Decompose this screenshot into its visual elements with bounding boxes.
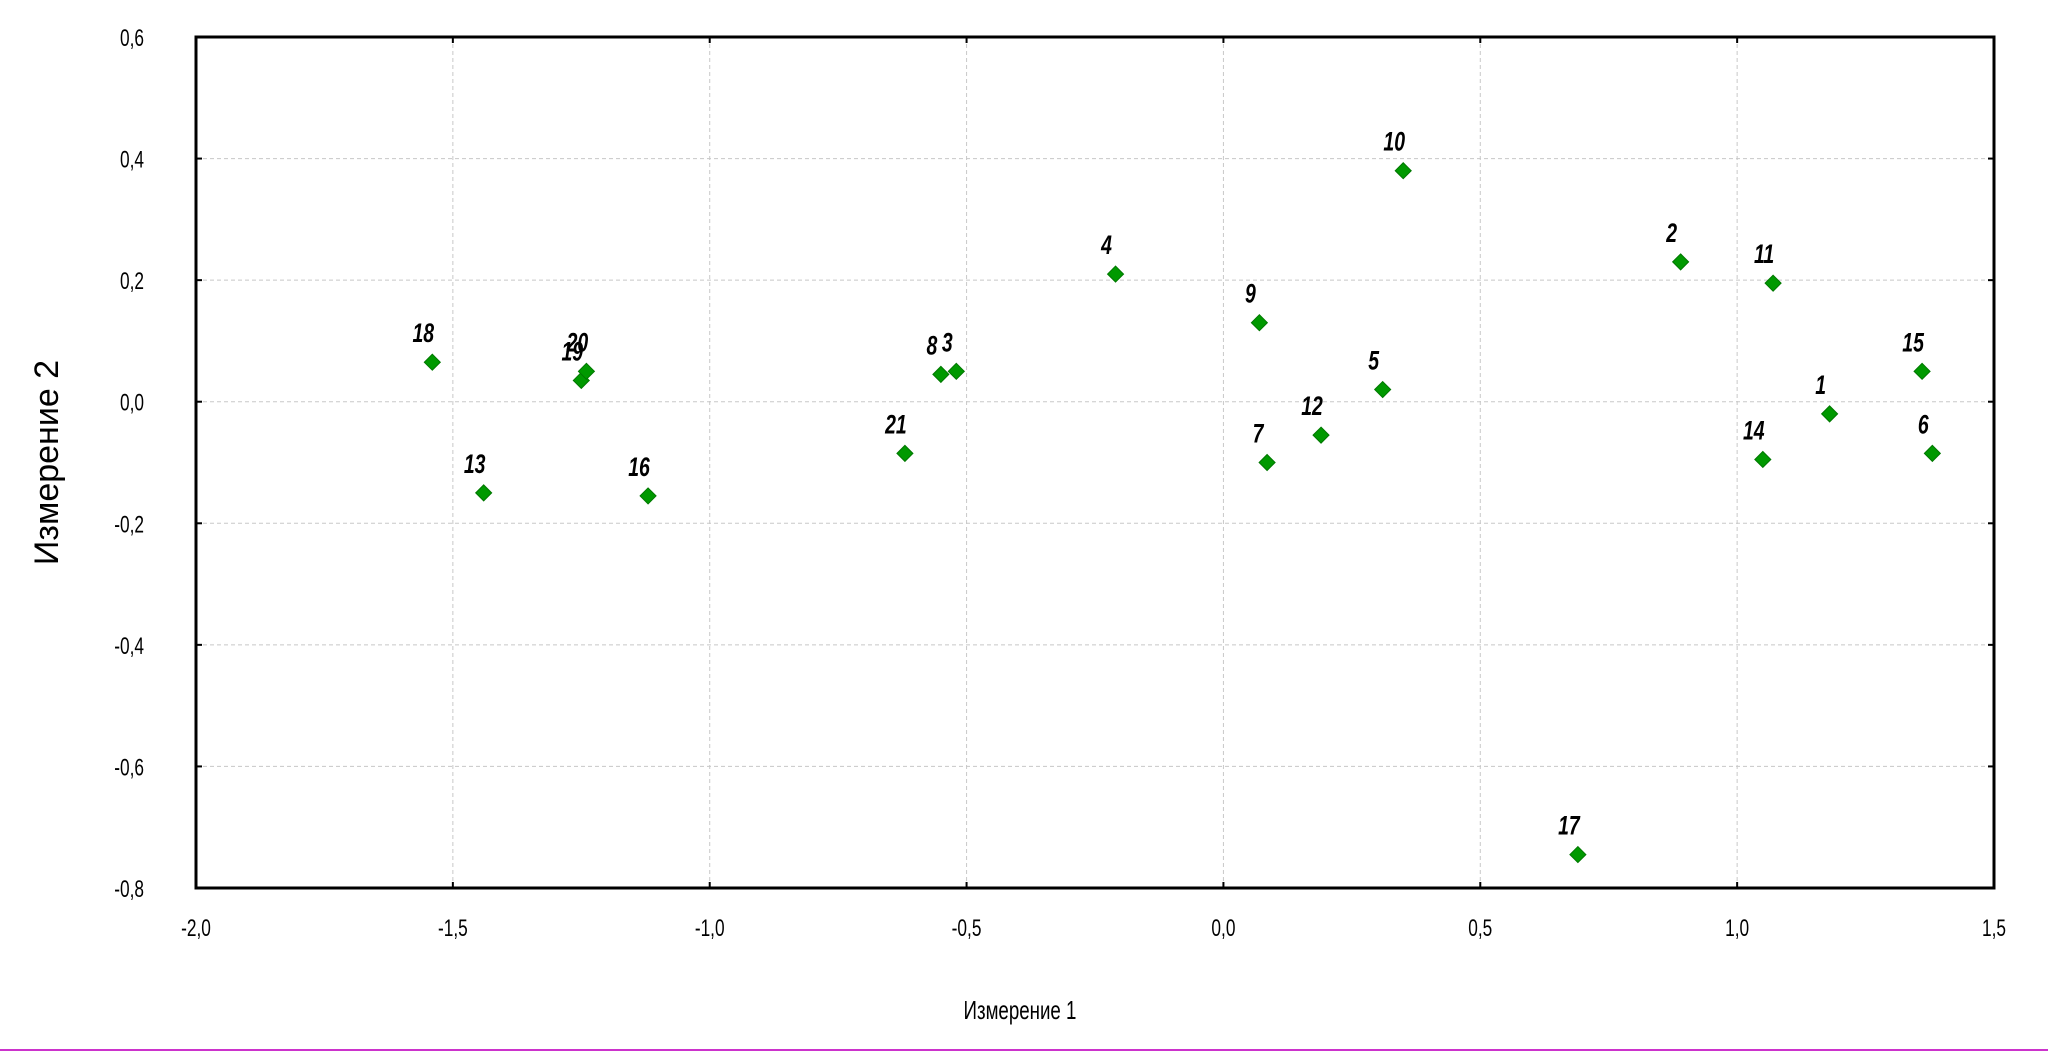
- axis-ticks: -2,0 -1,5 -1,0 -0,5 0,0 0,5 1,0 1,5 -0,8 -0,6 -0,4…: [114, 25, 2006, 941]
- y-tick-label: 0,0: [120, 390, 144, 416]
- data-point-label: 18: [412, 318, 434, 348]
- data-point-marker: [1373, 380, 1392, 399]
- data-point-label: 4: [1100, 230, 1112, 260]
- data-point-label: 17: [1558, 810, 1580, 840]
- data-point-marker: [1820, 405, 1839, 423]
- data-point-label: 13: [464, 449, 486, 479]
- x-axis-title: Измерение 1: [964, 995, 1077, 1025]
- y-tick-label: -0,2: [114, 512, 144, 538]
- data-point-label: 15: [1902, 327, 1924, 357]
- data-point-label: 10: [1383, 127, 1405, 157]
- data-point-label: 16: [628, 452, 650, 482]
- data-point-marker: [1258, 453, 1276, 472]
- x-tick-label: -2,0: [181, 915, 211, 941]
- data-point-marker: [1764, 274, 1782, 292]
- y-tick-label: -0,6: [114, 755, 144, 781]
- data-point-marker: [947, 362, 966, 381]
- data-point-marker: [1569, 845, 1587, 864]
- data-point-label: 21: [884, 409, 906, 439]
- x-tick-label: -1,5: [438, 915, 468, 941]
- data-point-label: 19: [561, 336, 583, 366]
- data-point-marker: [1913, 362, 1931, 381]
- data-point-marker: [1394, 162, 1412, 180]
- data-point-marker: [932, 365, 950, 384]
- data-point-label: 20: [566, 327, 588, 357]
- x-tick-label: -0,5: [952, 915, 982, 941]
- data-point-label: 8: [926, 330, 938, 360]
- data-point-marker: [474, 484, 493, 502]
- x-tick-label: 1,0: [1725, 915, 1749, 941]
- x-tick-label: -1,0: [695, 915, 725, 941]
- data-point-label: 5: [1368, 345, 1380, 375]
- data-point-marker: [1312, 426, 1330, 444]
- data-point-marker: [896, 444, 914, 463]
- data-point-label: 11: [1754, 239, 1774, 269]
- y-tick-label: -0,4: [114, 633, 144, 659]
- data-point-marker: [423, 353, 442, 371]
- y-tick-label: 0,6: [120, 25, 144, 51]
- data-point-marker: [577, 362, 596, 381]
- data-point-label: 14: [1743, 415, 1765, 445]
- y-axis-title: Измерение 2: [28, 360, 66, 565]
- data-point-label: 2: [1665, 218, 1677, 248]
- data-point-label: 6: [1918, 409, 1930, 439]
- data-point-marker: [1754, 450, 1772, 469]
- data-point-label: 3: [942, 327, 953, 357]
- data-point-label: 12: [1301, 391, 1323, 421]
- y-tick-label: 0,4: [120, 147, 144, 173]
- data-point-marker: [1923, 444, 1942, 463]
- data-point-marker: [1106, 265, 1125, 283]
- x-tick-label: 0,5: [1468, 915, 1492, 941]
- x-tick-label: 1,5: [1982, 915, 2006, 941]
- grid-lines: [196, 37, 1994, 888]
- data-point-marker: [1671, 253, 1690, 271]
- plot-frame: [194, 35, 1996, 890]
- data-point-label: 7: [1253, 418, 1265, 448]
- data-point-marker: [1250, 313, 1269, 332]
- data-point-label: 1: [1815, 370, 1826, 400]
- x-tick-label: 0,0: [1211, 915, 1235, 941]
- data-point-marker: [639, 487, 657, 505]
- y-tick-label: 0,2: [120, 268, 144, 294]
- y-tick-label: -0,8: [114, 876, 144, 902]
- data-point-label: 9: [1245, 279, 1256, 309]
